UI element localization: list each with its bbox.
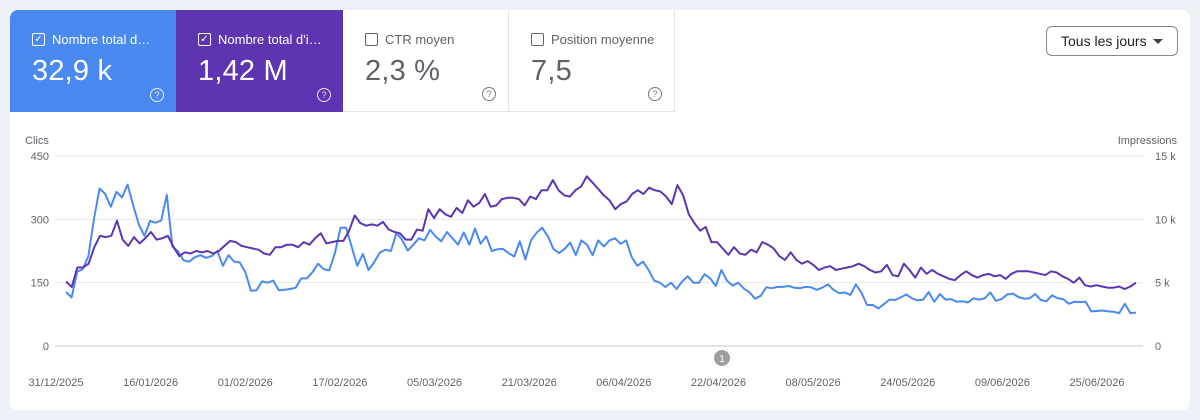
right-axis-title: Impressions [1117, 135, 1177, 147]
left-tick-label: 0 [43, 341, 49, 353]
line-chart: 450 15 k 300 10 k 150 5 k 0 0 31/12/2025 16/01/20… [28, 151, 1176, 389]
x-tick-label: 09/06/2026 [975, 377, 1030, 389]
metric-header: ✓ Nombre total de c... [32, 32, 157, 47]
metric-header: ✓ Nombre total d'im... [198, 32, 323, 47]
checkbox-checked-icon[interactable]: ✓ [198, 33, 211, 46]
checkbox-unchecked-icon[interactable] [365, 33, 378, 46]
metric-average-ctr[interactable]: CTR moyen 2,3 % ? [343, 10, 509, 112]
series-line-clics [65, 183, 1137, 315]
metric-total-impressions[interactable]: ✓ Nombre total d'im... 1,42 M ? [176, 10, 343, 112]
checkbox-checked-icon[interactable]: ✓ [32, 33, 45, 46]
right-tick-label: 15 k [1155, 151, 1176, 163]
date-range-dropdown[interactable]: Tous les jours [1046, 26, 1178, 56]
metric-tabs: ✓ Nombre total de c... 32,9 k ? ✓ Nombre… [10, 10, 675, 112]
x-tick-label: 25/06/2026 [1069, 377, 1124, 389]
x-tick-label: 01/02/2026 [218, 377, 273, 389]
x-tick-label: 05/03/2026 [407, 377, 462, 389]
x-tick-label: 31/12/2025 [28, 377, 83, 389]
left-tick-label: 450 [31, 151, 49, 163]
caret-down-icon [1153, 39, 1163, 44]
annotation-marker[interactable] [714, 350, 730, 366]
x-tick-label: 22/04/2026 [691, 377, 746, 389]
annotation-label: 1 [719, 354, 725, 365]
checkbox-unchecked-icon[interactable] [531, 33, 544, 46]
help-icon[interactable]: ? [482, 87, 496, 101]
x-tick-label: 24/05/2026 [880, 377, 935, 389]
left-axis-title: Clics [25, 135, 49, 147]
help-icon[interactable]: ? [150, 88, 164, 102]
metric-header: Position moyenne [531, 32, 656, 47]
x-tick-label: 08/05/2026 [786, 377, 841, 389]
x-tick-label: 16/01/2026 [123, 377, 178, 389]
performance-card: ✓ Nombre total de c... 32,9 k ? ✓ Nombre… [10, 10, 1190, 410]
metric-value: 2,3 % [365, 55, 441, 87]
right-tick-label: 10 k [1155, 214, 1176, 226]
metric-average-position[interactable]: Position moyenne 7,5 ? [509, 10, 675, 112]
x-tick-label: 17/02/2026 [312, 377, 367, 389]
left-tick-label: 300 [31, 214, 49, 226]
date-range-label: Tous les jours [1061, 33, 1147, 49]
x-tick-label: 21/03/2026 [502, 377, 557, 389]
metric-value: 32,9 k [32, 55, 113, 87]
left-tick-label: 150 [31, 278, 49, 290]
metric-value: 1,42 M [198, 55, 288, 87]
right-tick-label: 5 k [1155, 278, 1170, 290]
right-tick-label: 0 [1155, 341, 1161, 353]
x-tick-label: 06/04/2026 [596, 377, 651, 389]
metric-total-clicks[interactable]: ✓ Nombre total de c... 32,9 k ? [10, 10, 176, 112]
help-icon[interactable]: ? [648, 87, 662, 101]
metric-header: CTR moyen [365, 32, 490, 47]
series-line-impressions [65, 175, 1137, 290]
help-icon[interactable]: ? [317, 88, 331, 102]
metric-value: 7,5 [531, 55, 572, 87]
